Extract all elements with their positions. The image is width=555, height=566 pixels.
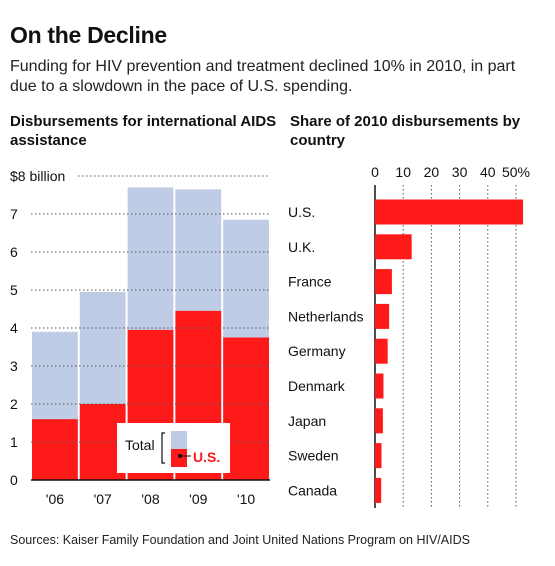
x-tick-label: 40 bbox=[480, 164, 496, 180]
y-tick-label: 3 bbox=[10, 358, 18, 374]
country-bar-4 bbox=[375, 338, 388, 364]
country-bar-8 bbox=[375, 477, 382, 503]
country-label: Netherlands bbox=[288, 308, 364, 324]
x-tick-label: '09 bbox=[189, 491, 207, 507]
country-bar-1 bbox=[375, 234, 412, 260]
page-title: On the Decline bbox=[10, 22, 167, 48]
x-tick-label: 20 bbox=[424, 164, 440, 180]
y-tick-label: 7 bbox=[10, 206, 18, 222]
us-bar-0 bbox=[32, 419, 78, 480]
country-label: France bbox=[288, 274, 332, 290]
country-bar-5 bbox=[375, 373, 384, 399]
legend-us-label: U.S. bbox=[193, 449, 220, 465]
legend-us-swatch bbox=[171, 449, 187, 467]
source-note: Sources: Kaiser Family Foundation and Jo… bbox=[10, 533, 470, 547]
left-chart-title: Disbursements for international AIDS ass… bbox=[10, 113, 277, 149]
country-label: Canada bbox=[288, 482, 337, 498]
country-label: Germany bbox=[288, 343, 346, 359]
y-tick-label: 1 bbox=[10, 434, 18, 450]
legend-bracket bbox=[161, 432, 165, 464]
country-label: Sweden bbox=[288, 448, 339, 464]
y-tick-label: 0 bbox=[10, 472, 18, 488]
country-bar-7 bbox=[375, 443, 382, 469]
legend-total-label: Total bbox=[125, 437, 155, 453]
country-share-bar-chart: 0 10 20 30 40 50% U.S. U.K. France Netherlands Ger… bbox=[288, 164, 530, 508]
page-subtitle: Funding for HIV prevention and treatment… bbox=[10, 58, 516, 95]
y-tick-label: 5 bbox=[10, 282, 18, 298]
country-label: U.K. bbox=[288, 239, 315, 255]
country-bar-6 bbox=[375, 408, 383, 434]
x-tick-label: '07 bbox=[94, 491, 112, 507]
disbursements-bar-chart: 0 1 2 3 4 5 6 7 $8 billion '06 '07 '08 '09 '10 Total U.… bbox=[10, 168, 270, 507]
x-tick-label: 50% bbox=[502, 164, 530, 180]
country-bar-3 bbox=[375, 303, 390, 329]
right-chart-title: Share of 2010 disbursements by country bbox=[290, 113, 521, 149]
country-bar-2 bbox=[375, 269, 392, 295]
y-tick-label: 6 bbox=[10, 244, 18, 260]
y-tick-label: $8 billion bbox=[10, 168, 65, 184]
y-tick-label: 2 bbox=[10, 396, 18, 412]
x-tick-label: 0 bbox=[371, 164, 379, 180]
x-tick-label: '10 bbox=[237, 491, 255, 507]
us-bar-4 bbox=[223, 337, 269, 480]
x-tick-label: '08 bbox=[141, 491, 159, 507]
country-label: U.S. bbox=[288, 204, 315, 220]
x-tick-label: '06 bbox=[46, 491, 64, 507]
country-label: Denmark bbox=[288, 378, 346, 394]
x-tick-label: 10 bbox=[395, 164, 411, 180]
y-tick-label: 4 bbox=[10, 320, 18, 336]
x-tick-label: 30 bbox=[452, 164, 468, 180]
country-label: Japan bbox=[288, 413, 326, 429]
country-bar-0 bbox=[375, 199, 524, 225]
